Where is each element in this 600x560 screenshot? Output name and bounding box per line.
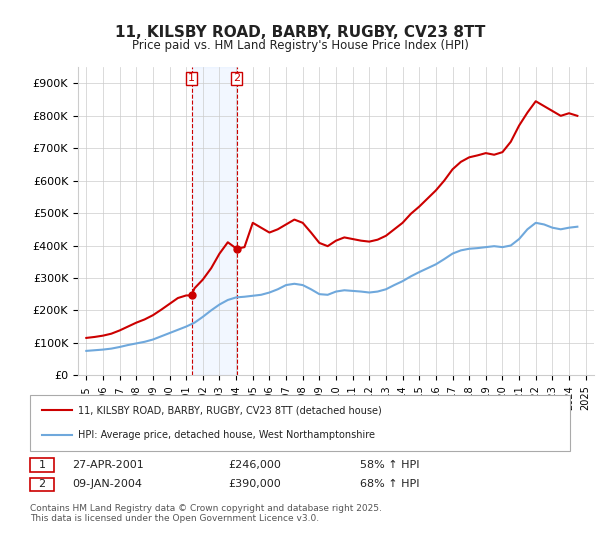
Text: 1: 1: [38, 460, 46, 470]
Text: Contains HM Land Registry data © Crown copyright and database right 2025.
This d: Contains HM Land Registry data © Crown c…: [30, 504, 382, 524]
Text: £390,000: £390,000: [228, 479, 281, 489]
Text: HPI: Average price, detached house, West Northamptonshire: HPI: Average price, detached house, West…: [78, 430, 375, 440]
Text: 11, KILSBY ROAD, BARBY, RUGBY, CV23 8TT: 11, KILSBY ROAD, BARBY, RUGBY, CV23 8TT: [115, 25, 485, 40]
Text: 2: 2: [233, 73, 240, 83]
Text: Price paid vs. HM Land Registry's House Price Index (HPI): Price paid vs. HM Land Registry's House …: [131, 39, 469, 52]
Text: 11, KILSBY ROAD, BARBY, RUGBY, CV23 8TT (detached house): 11, KILSBY ROAD, BARBY, RUGBY, CV23 8TT …: [78, 405, 382, 416]
Bar: [191, 67, 236, 375]
Text: £246,000: £246,000: [228, 460, 281, 470]
Text: 09-JAN-2004: 09-JAN-2004: [72, 479, 142, 489]
Text: 27-APR-2001: 27-APR-2001: [72, 460, 144, 470]
Text: 68% ↑ HPI: 68% ↑ HPI: [360, 479, 419, 489]
Text: 1: 1: [188, 73, 195, 83]
Text: 2: 2: [38, 479, 46, 489]
Text: 58% ↑ HPI: 58% ↑ HPI: [360, 460, 419, 470]
